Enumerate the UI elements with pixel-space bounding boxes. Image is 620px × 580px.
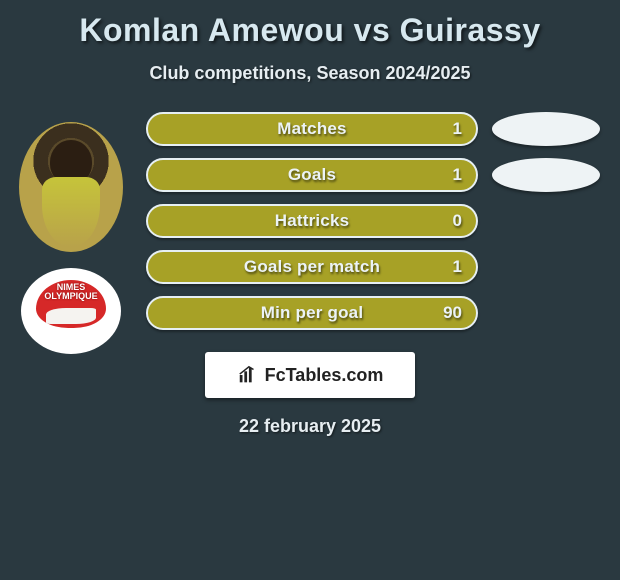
page-title: Komlan Amewou vs Guirassy [10,12,610,49]
right-oval-player2-goals [492,158,600,192]
stat-row: Min per goal 90 [146,296,478,330]
stat-bar-matches: Matches 1 [146,112,478,146]
right-oval-player2-matches [492,112,600,146]
stat-bar-min-per-goal: Min per goal 90 [146,296,478,330]
club-logo-line2: OLYMPIQUE [44,291,97,301]
brand-text: FcTables.com [265,365,384,386]
stat-value: 0 [453,206,462,236]
stat-label: Goals per match [148,252,476,282]
stat-row: Matches 1 [146,112,478,146]
stat-bar-goals: Goals 1 [146,158,478,192]
stat-value: 1 [453,160,462,190]
stat-label: Min per goal [148,298,476,328]
player-photo [19,122,123,252]
stat-value: 90 [443,298,462,328]
infographic-root: Komlan Amewou vs Guirassy Club competiti… [0,0,620,445]
stat-row: Goals 1 [146,158,478,192]
left-column: NIMES OLYMPIQUE [16,122,126,354]
stat-bar-hattricks: Hattricks 0 [146,204,478,238]
content-layout: NIMES OLYMPIQUE Matches 1 Goals 1 [10,112,610,437]
stat-bar-goals-per-match: Goals per match 1 [146,250,478,284]
stat-value: 1 [453,114,462,144]
stat-label: Goals [148,160,476,190]
stat-row: Goals per match 1 [146,250,478,284]
stat-label: Matches [148,114,476,144]
date-label: 22 february 2025 [10,416,610,437]
stat-value: 1 [453,252,462,282]
stat-bars: Matches 1 Goals 1 Hattricks 0 Goals per … [146,112,478,330]
club-logo-croc-icon [46,308,96,324]
stat-row: Hattricks 0 [146,204,478,238]
club-logo-text: NIMES OLYMPIQUE [21,283,121,302]
brand-badge: FcTables.com [205,352,415,398]
club-logo: NIMES OLYMPIQUE [21,268,121,354]
stat-label: Hattricks [148,206,476,236]
page-subtitle: Club competitions, Season 2024/2025 [10,63,610,84]
chart-icon [237,364,259,386]
